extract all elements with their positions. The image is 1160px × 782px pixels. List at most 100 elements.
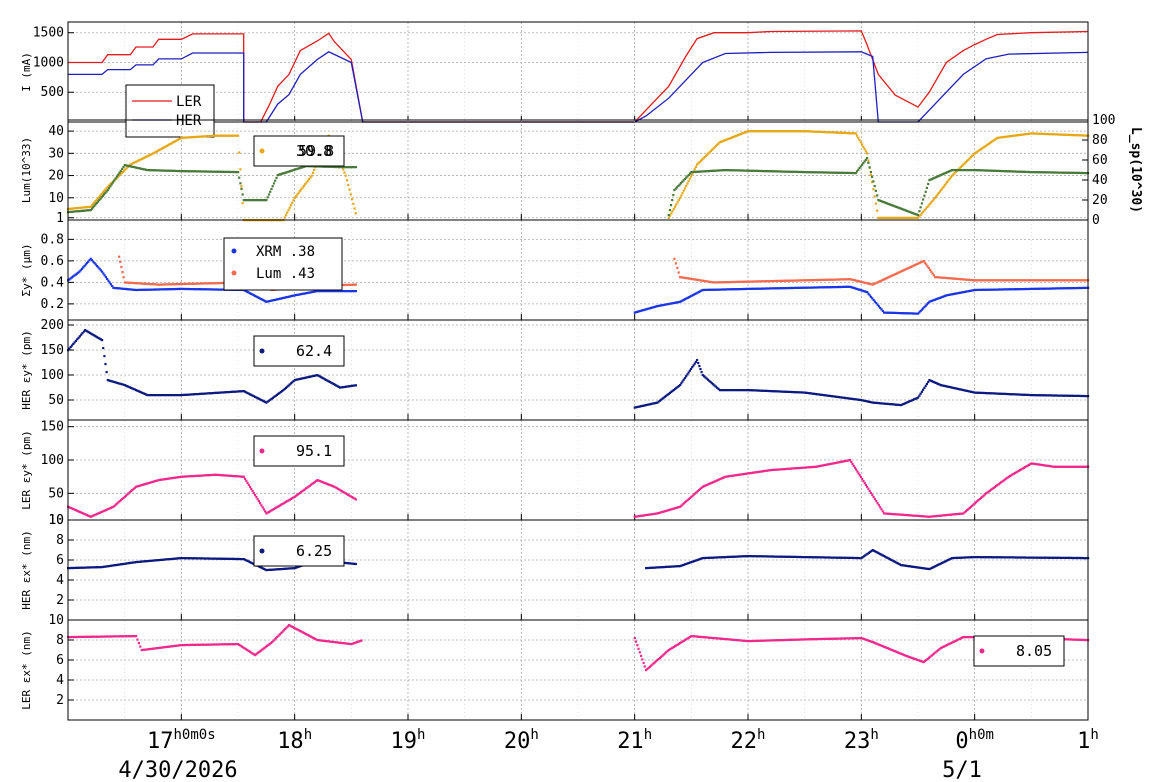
data-point bbox=[298, 377, 301, 381]
data-point bbox=[179, 644, 182, 647]
data-point bbox=[1061, 465, 1064, 468]
data-point bbox=[68, 347, 71, 350]
data-point bbox=[822, 464, 825, 467]
data-point bbox=[287, 567, 290, 570]
data-point bbox=[924, 190, 927, 193]
data-point bbox=[959, 512, 962, 515]
data-point bbox=[919, 392, 922, 395]
data-point bbox=[101, 635, 104, 638]
data-point bbox=[905, 216, 908, 219]
data-point bbox=[808, 392, 811, 395]
data-point bbox=[697, 362, 700, 365]
data-point bbox=[272, 182, 276, 185]
data-point bbox=[233, 170, 236, 174]
data-point bbox=[305, 487, 308, 490]
data-point bbox=[152, 169, 155, 172]
data-point bbox=[177, 169, 180, 173]
data-point bbox=[965, 278, 968, 281]
legend-marker bbox=[259, 148, 265, 154]
data-point bbox=[831, 171, 834, 174]
data-point bbox=[762, 280, 765, 283]
data-point bbox=[1061, 556, 1064, 559]
data-point bbox=[961, 556, 964, 559]
data-point bbox=[953, 172, 956, 175]
data-point bbox=[122, 496, 125, 499]
data-point bbox=[837, 556, 840, 559]
data-point bbox=[306, 486, 309, 489]
data-point bbox=[1015, 279, 1018, 282]
data-point bbox=[182, 136, 186, 139]
data-point bbox=[731, 474, 735, 477]
data-point bbox=[997, 169, 1000, 172]
data-point bbox=[653, 661, 656, 664]
data-point bbox=[802, 556, 805, 559]
data-point bbox=[754, 280, 757, 283]
data-point bbox=[855, 279, 858, 282]
data-point bbox=[949, 169, 952, 172]
data-point bbox=[704, 170, 707, 173]
data-point bbox=[237, 390, 240, 393]
data-point bbox=[170, 645, 173, 648]
data-point bbox=[862, 637, 866, 641]
data-point bbox=[969, 278, 973, 282]
data-point bbox=[106, 189, 109, 192]
data-point bbox=[1051, 394, 1054, 397]
data-point bbox=[317, 639, 320, 642]
data-point bbox=[969, 636, 973, 639]
data-point bbox=[310, 483, 313, 486]
data-point bbox=[249, 292, 252, 295]
data-point bbox=[307, 634, 310, 637]
data-point bbox=[85, 209, 89, 212]
data-point bbox=[743, 287, 746, 291]
data-point bbox=[689, 496, 692, 499]
data-point bbox=[923, 209, 926, 212]
data-point bbox=[1005, 288, 1008, 291]
data-point bbox=[1083, 279, 1086, 282]
data-point bbox=[849, 278, 852, 281]
data-point bbox=[1076, 556, 1080, 560]
data-point bbox=[920, 660, 923, 663]
data-point bbox=[1015, 556, 1018, 559]
data-point bbox=[1024, 466, 1027, 469]
data-point bbox=[998, 169, 1002, 173]
data-point bbox=[920, 202, 923, 205]
data-point bbox=[880, 644, 883, 647]
data-point bbox=[843, 131, 846, 134]
data-point bbox=[334, 383, 337, 386]
data-point bbox=[214, 643, 217, 646]
data-point bbox=[169, 169, 172, 172]
data-point bbox=[801, 170, 804, 174]
data-point bbox=[667, 509, 670, 512]
data-point bbox=[691, 170, 694, 174]
data-point bbox=[651, 402, 654, 405]
data-point bbox=[947, 277, 950, 280]
data-point bbox=[997, 392, 1000, 395]
data-point bbox=[318, 639, 322, 642]
data-point bbox=[180, 282, 183, 286]
data-point bbox=[941, 187, 944, 190]
data-point bbox=[684, 638, 687, 642]
data-point bbox=[187, 287, 190, 291]
data-point bbox=[111, 181, 115, 184]
data-point bbox=[1075, 556, 1078, 560]
data-point bbox=[714, 480, 717, 483]
data-point bbox=[788, 130, 791, 133]
data-point bbox=[261, 506, 264, 509]
data-point bbox=[801, 638, 804, 641]
data-point bbox=[330, 381, 333, 384]
data-point bbox=[797, 391, 800, 394]
data-point bbox=[765, 130, 769, 133]
data-point bbox=[791, 279, 794, 282]
data-point bbox=[825, 556, 828, 559]
data-point bbox=[991, 487, 994, 490]
data-point bbox=[93, 334, 96, 337]
data-point bbox=[267, 510, 270, 514]
data-point bbox=[334, 486, 337, 489]
data-point bbox=[281, 297, 284, 300]
data-point bbox=[1046, 464, 1049, 467]
data-point bbox=[820, 278, 823, 281]
data-point bbox=[917, 659, 920, 662]
data-point bbox=[182, 393, 185, 396]
data-point bbox=[957, 387, 960, 391]
data-point bbox=[241, 193, 244, 196]
